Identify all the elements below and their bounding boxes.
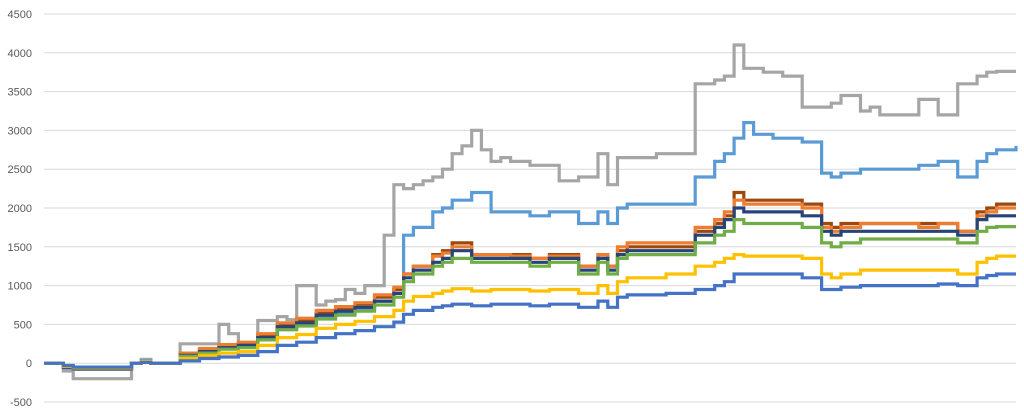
y-tick-label: -500 (10, 397, 32, 409)
y-tick-label: 4500 (8, 9, 32, 21)
chart-series (44, 43, 1018, 381)
series-line-2 (44, 121, 1018, 371)
chart-gridlines (44, 13, 1016, 403)
y-tick-label: 4000 (8, 48, 32, 60)
y-tick-label: 2500 (8, 164, 32, 176)
y-axis: -500 0 500 1000 1500 2000 2500 3000 3500 4000 4500 (8, 9, 32, 409)
series-line-3 (44, 190, 1016, 371)
y-tick-label: 1000 (8, 281, 32, 293)
y-tick-label: 2000 (8, 203, 32, 215)
y-tick-label: 3000 (8, 125, 32, 137)
series-line-7 (44, 253, 1016, 370)
y-tick-label: 1500 (8, 242, 32, 254)
series-line-8 (44, 272, 1016, 369)
y-tick-label: 500 (14, 319, 32, 331)
series-line-6 (44, 218, 1016, 370)
y-tick-label: 0 (26, 358, 32, 370)
y-tick-label: 3500 (8, 87, 32, 99)
